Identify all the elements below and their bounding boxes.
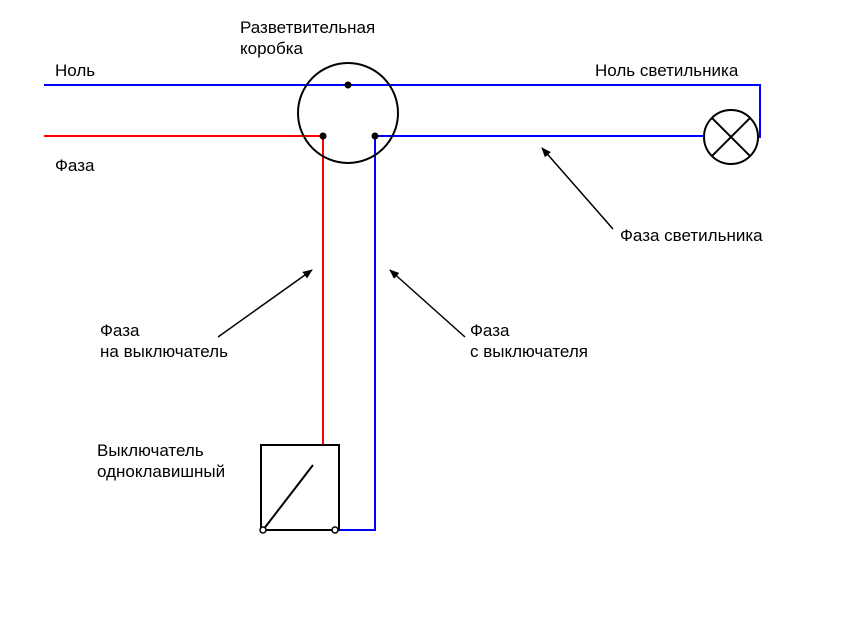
diagram-canvas: Разветвительнаякоробка Ноль Ноль светиль… (0, 0, 856, 642)
junction-dot (320, 133, 327, 140)
label-lamp-neutral: Ноль светильника (595, 60, 738, 81)
label-lamp-phase: Фаза светильника (620, 225, 763, 246)
label-switch: Выключательодноклавишный (97, 440, 225, 483)
junction-dot (345, 82, 352, 89)
callout-arrow (542, 148, 613, 229)
label-junction-box: Разветвительнаякоробка (240, 17, 375, 60)
neutral-wire (44, 85, 760, 137)
label-phase-from-switch: Фазас выключателя (470, 320, 588, 363)
callout-arrow (218, 270, 312, 337)
junction-box-symbol (298, 63, 398, 163)
callout-arrow (390, 270, 465, 337)
label-phase-to-switch: Фазана выключатель (100, 320, 228, 363)
lamp-symbol (704, 110, 758, 164)
junction-dot (372, 133, 379, 140)
switch-terminal (332, 527, 338, 533)
label-phase: Фаза (55, 155, 94, 176)
label-neutral: Ноль (55, 60, 95, 81)
switch-terminal (260, 527, 266, 533)
